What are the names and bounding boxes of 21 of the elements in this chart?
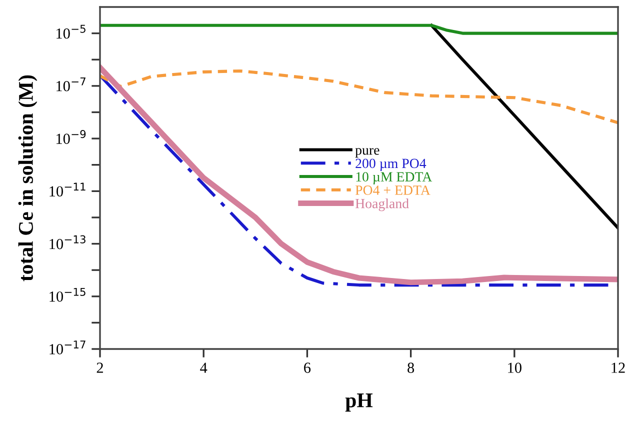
legend-label: 10 µM EDTA	[356, 172, 432, 184]
line-series	[100, 69, 618, 124]
legend-label: pure	[355, 148, 380, 158]
legend-label: Hoagland	[355, 198, 409, 212]
x-tick-label: 4	[200, 362, 208, 373]
y-tick-label: 10$^{−17}$	[50, 340, 86, 354]
y-tick-label: 10$^{−5}$	[56, 24, 86, 39]
x-tick-label: 6	[304, 362, 311, 373]
x-tick-label: 10	[508, 362, 522, 373]
x-tick-label: 12	[612, 362, 625, 373]
y-axis-title: total Ce in solution (M)	[18, 75, 38, 282]
x-axis-title: pH	[345, 394, 373, 412]
y-tick-label: 10$^{−13}$	[50, 235, 86, 250]
y-tick-label: 10$^{−9}$	[56, 130, 86, 144]
x-tick-label: 2	[96, 362, 103, 373]
y-tick-label: 10$^{−11}$	[50, 182, 86, 197]
x-tick-label: 8	[408, 362, 414, 373]
y-tick-label: 10$^{−15}$	[50, 288, 86, 302]
legend-label: PO4 + EDTA	[355, 186, 430, 195]
legend-label: 200 µm PO4	[356, 158, 426, 171]
y-tick-label: 10$^{−7}$	[56, 78, 86, 92]
